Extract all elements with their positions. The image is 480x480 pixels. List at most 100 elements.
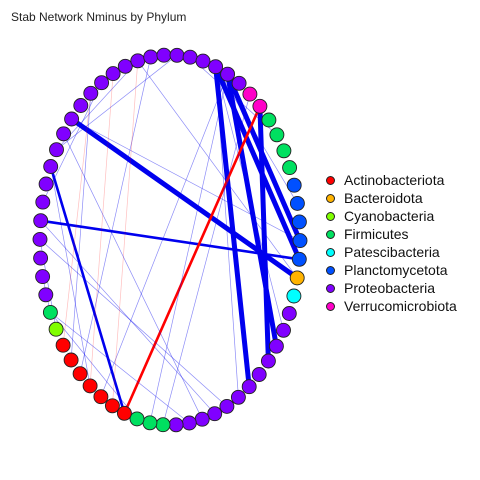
network-node — [33, 213, 49, 229]
network-node — [35, 194, 51, 210]
network-node — [63, 352, 79, 368]
network-node — [252, 98, 268, 114]
network-edge — [213, 64, 302, 262]
legend-swatch — [326, 301, 335, 311]
network-edge — [69, 116, 300, 281]
network-node — [230, 389, 246, 405]
network-node — [181, 415, 197, 431]
network-edge — [49, 165, 126, 415]
network-edge — [89, 73, 114, 387]
legend-swatch — [326, 247, 335, 257]
network-node — [38, 176, 54, 192]
node-layer — [32, 47, 308, 433]
network-node — [269, 127, 285, 143]
network-node — [260, 353, 276, 369]
chart-title: Stab Network Nminus by Phylum — [11, 10, 187, 24]
network-node — [56, 126, 72, 142]
network-edge — [123, 105, 262, 415]
network-edge — [70, 92, 92, 361]
network-edge — [213, 64, 252, 390]
network-edge — [215, 66, 298, 204]
network-node — [219, 398, 235, 414]
network-edge — [257, 103, 271, 364]
network-edge — [149, 73, 228, 424]
network-edge — [137, 60, 298, 279]
legend-item: Actinobacteriota — [326, 171, 457, 189]
network-node — [242, 86, 258, 102]
network-node — [195, 53, 211, 69]
network-edge — [71, 118, 301, 241]
network-edge — [39, 239, 228, 407]
network-node — [281, 306, 297, 321]
network-node — [35, 269, 51, 285]
network-node — [155, 417, 171, 433]
network-edge — [63, 133, 203, 420]
network-node — [116, 405, 132, 421]
network-node — [94, 75, 110, 91]
network-node — [276, 143, 292, 159]
legend-item: Bacteroidota — [326, 189, 457, 207]
legend-item: Verrucomicrobiota — [326, 297, 457, 315]
network-node — [156, 47, 172, 63]
network-node — [194, 411, 210, 427]
legend-item: Cyanobacteria — [326, 207, 457, 225]
network-edge — [215, 66, 284, 331]
network-node — [292, 233, 308, 249]
legend-swatch — [326, 283, 335, 293]
legend-item: Patescibacteria — [326, 243, 457, 261]
network-node — [291, 214, 307, 230]
network-node — [117, 58, 133, 74]
network-node — [207, 406, 223, 422]
legend-item: Firmicutes — [326, 225, 457, 243]
legend-item: Proteobacteria — [326, 279, 457, 297]
legend-swatch — [326, 229, 335, 239]
network-node — [289, 195, 305, 211]
network-node — [33, 250, 49, 266]
legend-swatch — [326, 193, 335, 203]
network-node — [72, 366, 88, 382]
network-edge — [79, 56, 152, 375]
network-node — [130, 53, 146, 69]
legend-label: Bacteroidota — [344, 190, 423, 206]
network-node — [289, 270, 305, 286]
network-node — [268, 338, 284, 354]
network-edge — [162, 93, 251, 426]
network-node — [83, 85, 99, 101]
network-node — [143, 49, 159, 65]
network-node — [291, 251, 307, 267]
network-node — [261, 112, 277, 128]
network-node — [182, 49, 198, 65]
legend-label: Actinobacteriota — [344, 172, 445, 188]
network-node — [55, 337, 71, 353]
network-node — [276, 322, 291, 338]
network-node — [38, 287, 54, 303]
network-node — [129, 411, 145, 427]
network-node — [42, 304, 58, 320]
legend-item: Planctomycetota — [326, 261, 457, 279]
network-node — [282, 160, 298, 176]
legend-label: Firmicutes — [344, 226, 409, 242]
network-edge — [56, 54, 178, 151]
network-node — [251, 367, 267, 382]
legend-swatch — [326, 265, 335, 275]
network-edge — [215, 66, 239, 398]
legend-swatch — [326, 175, 335, 185]
network-node — [32, 231, 48, 247]
network-edge — [50, 312, 138, 420]
network-node — [241, 379, 257, 395]
legend-label: Cyanobacteria — [344, 208, 435, 224]
network-edge — [100, 73, 228, 398]
edge-layer — [39, 54, 303, 426]
legend-label: Verrucomicrobiota — [344, 298, 457, 314]
network-node — [231, 75, 247, 91]
network-node — [208, 59, 224, 75]
network-node — [93, 389, 109, 405]
network-node — [169, 47, 185, 63]
legend: Actinobacteriota Bacteroidota Cyanobacteri… — [326, 171, 457, 315]
legend-swatch — [326, 211, 335, 221]
network-node — [142, 415, 158, 431]
legend-label: Proteobacteria — [344, 280, 436, 296]
network-node — [220, 66, 236, 82]
network-node — [48, 321, 64, 337]
